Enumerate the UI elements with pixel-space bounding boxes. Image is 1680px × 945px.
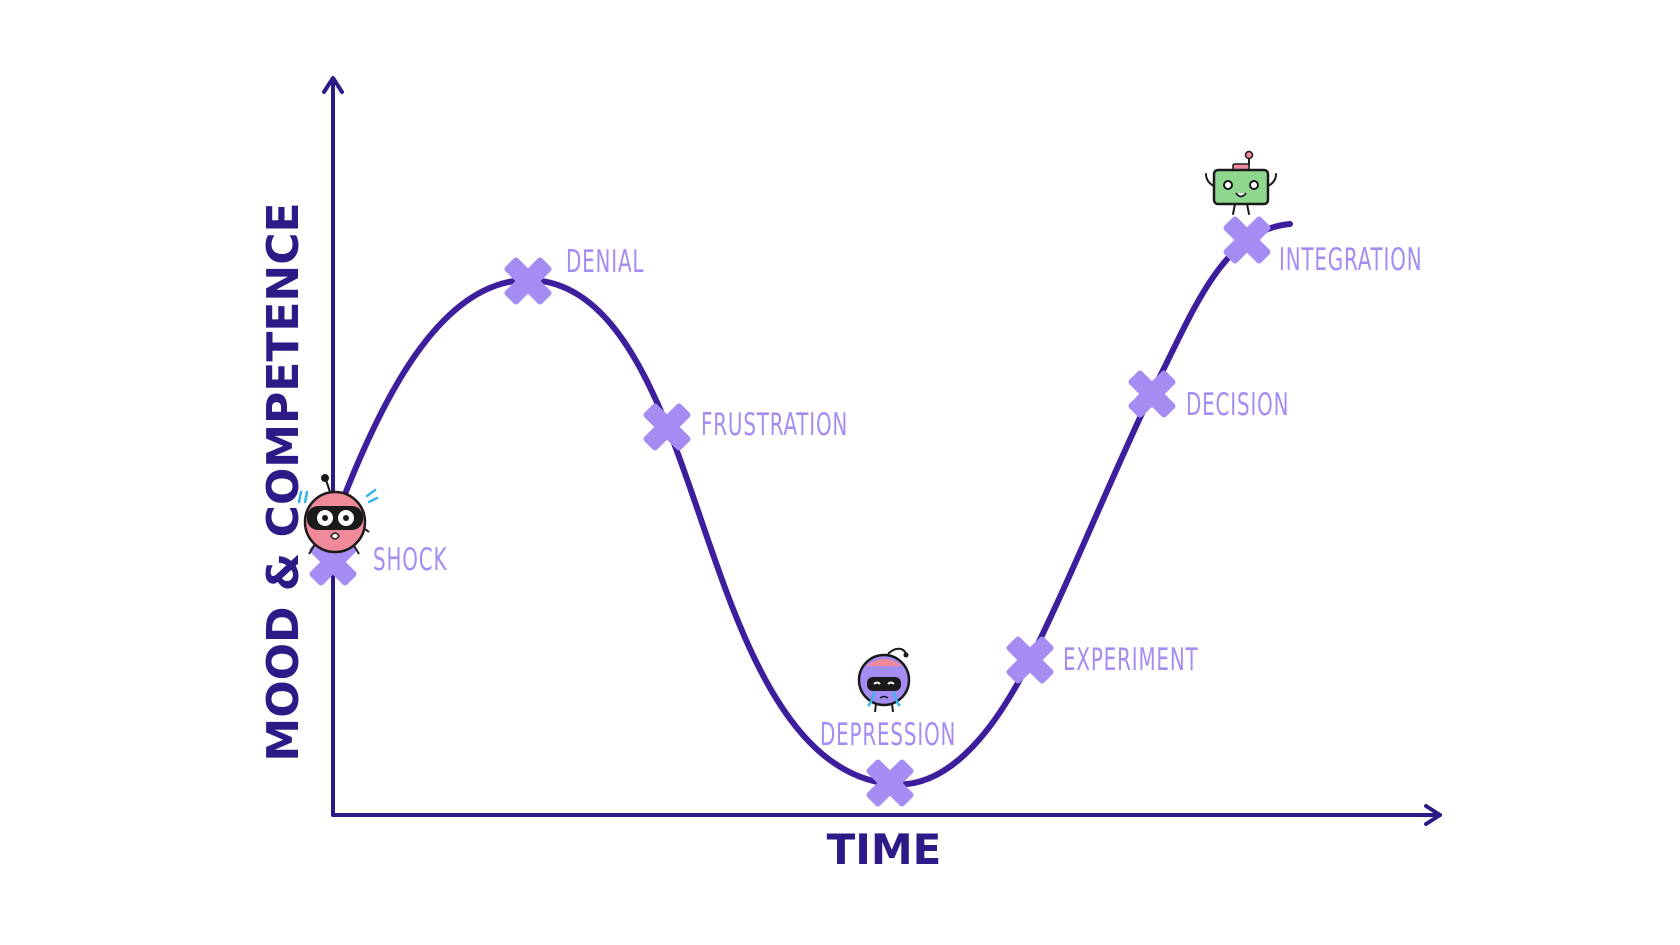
sad-character-icon	[857, 647, 911, 713]
stage-marker-frustration	[630, 390, 704, 464]
y-axis	[322, 76, 344, 817]
shocked-character-icon	[297, 474, 379, 555]
stage-label-decision: DECISION	[1186, 387, 1289, 423]
x-axis-label: TIME	[827, 825, 942, 874]
stage-label-depression: DEPRESSION	[820, 717, 956, 753]
stage-label-denial: DENIAL	[566, 244, 644, 280]
stage-marker-experiment	[993, 623, 1067, 697]
stage-label-experiment: EXPERIMENT	[1063, 642, 1199, 678]
stage-label-integration: INTEGRATION	[1279, 242, 1422, 278]
x-axis	[331, 804, 1442, 826]
stage-label-frustration: FRUSTRATION	[701, 407, 848, 443]
change-curve	[332, 221, 1293, 788]
y-axis-label: MOOD & COMPETENCE	[258, 202, 309, 761]
happy-robot-character-icon	[1205, 150, 1277, 215]
stage-label-shock: SHOCK	[373, 542, 447, 578]
stage-marker-decision	[1115, 357, 1189, 431]
